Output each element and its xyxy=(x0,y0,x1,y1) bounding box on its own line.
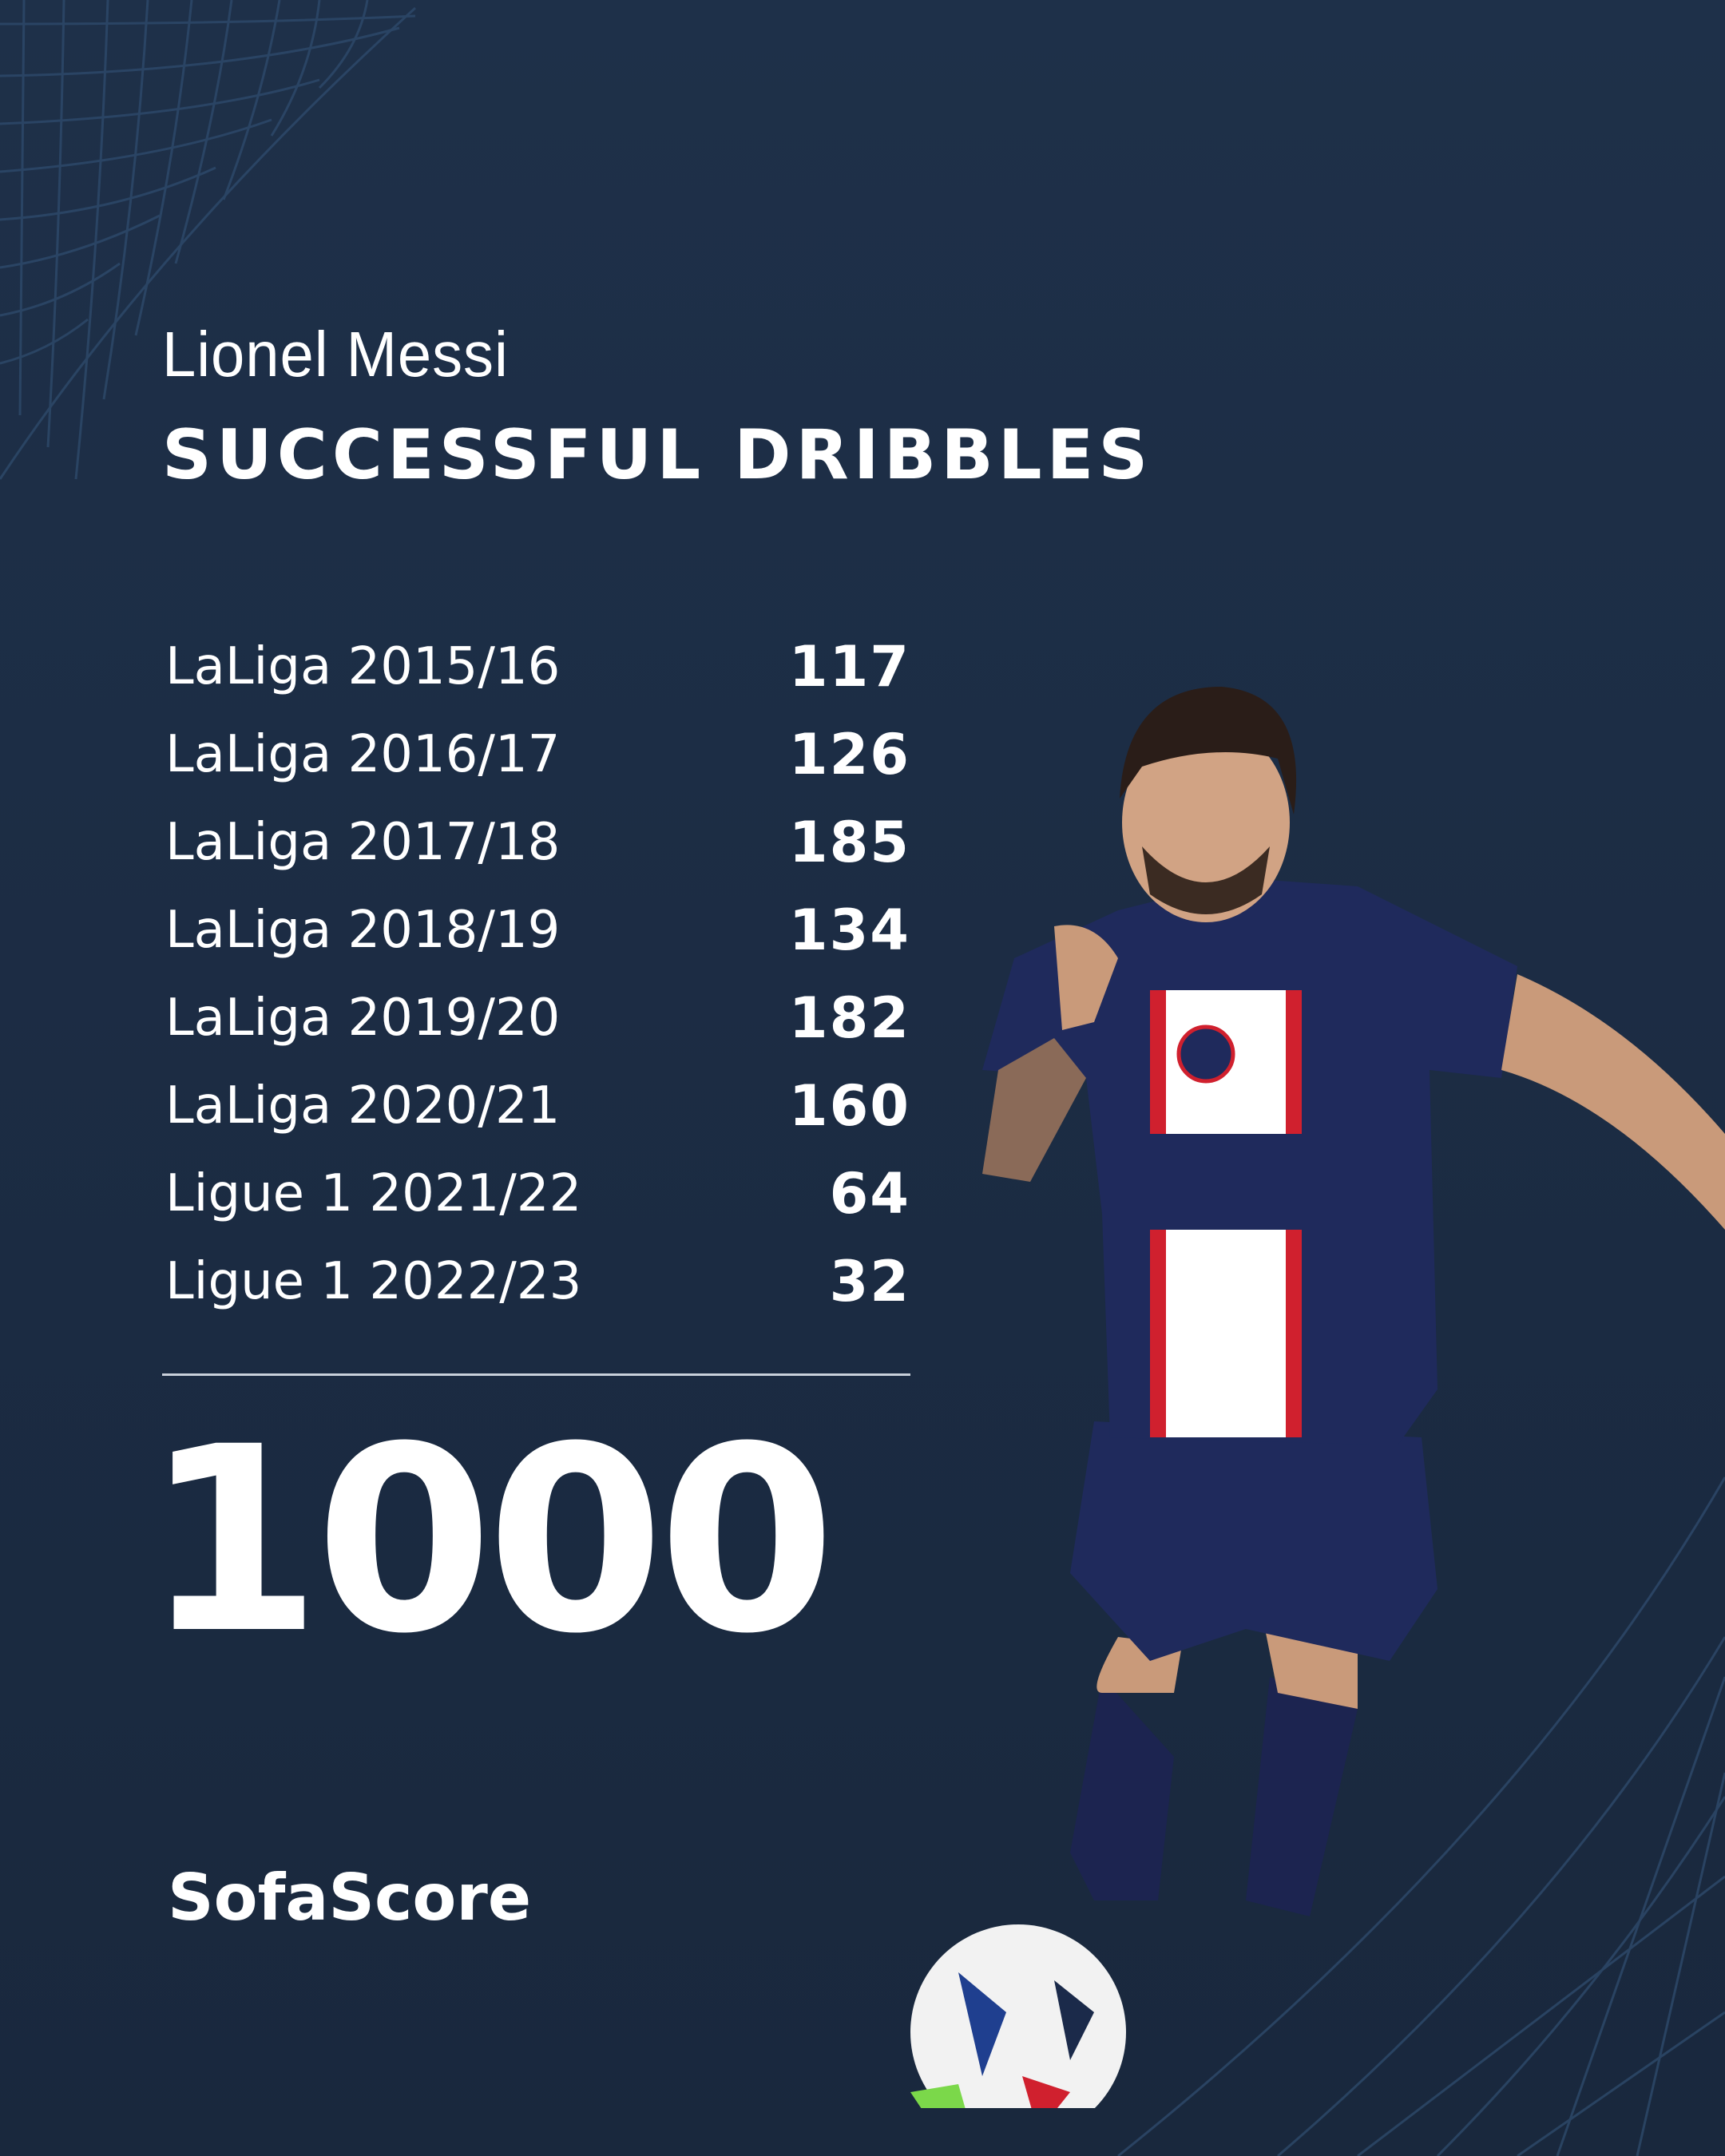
stat-row: LaLiga 2018/19 134 xyxy=(165,886,910,974)
season-label: LaLiga 2016/17 xyxy=(165,725,561,784)
season-value: 182 xyxy=(788,985,910,1051)
stat-row: LaLiga 2020/21 160 xyxy=(165,1062,910,1150)
stat-title: SUCCESSFUL DRIBBLES xyxy=(162,415,1153,495)
season-value: 117 xyxy=(788,634,910,700)
season-stats-list: LaLiga 2015/16 117 LaLiga 2016/17 126 LaLi… xyxy=(165,623,910,1326)
season-value: 64 xyxy=(829,1161,910,1227)
player-photo xyxy=(910,687,1725,2108)
season-value: 134 xyxy=(788,898,910,963)
stat-row: LaLiga 2016/17 126 xyxy=(165,711,910,799)
season-label: LaLiga 2015/16 xyxy=(165,637,561,696)
total-value: 1000 xyxy=(144,1393,836,1690)
player-name: Lionel Messi xyxy=(162,319,509,390)
season-label: LaLiga 2018/19 xyxy=(165,901,561,960)
season-value: 32 xyxy=(829,1249,910,1314)
stat-row: LaLiga 2015/16 117 xyxy=(165,623,910,711)
season-label: Ligue 1 2021/22 xyxy=(165,1164,582,1223)
season-label: LaLiga 2019/20 xyxy=(165,989,561,1048)
stat-row: Ligue 1 2022/23 32 xyxy=(165,1238,910,1326)
season-label: LaLiga 2020/21 xyxy=(165,1076,561,1135)
stat-row: LaLiga 2017/18 185 xyxy=(165,799,910,886)
sofascore-logo: SofaScore xyxy=(168,1861,532,1935)
season-value: 126 xyxy=(788,722,910,787)
stat-row: LaLiga 2019/20 182 xyxy=(165,974,910,1062)
season-label: Ligue 1 2022/23 xyxy=(165,1252,582,1311)
season-value: 185 xyxy=(788,810,910,875)
season-label: LaLiga 2017/18 xyxy=(165,813,561,872)
divider xyxy=(162,1373,910,1376)
stat-row: Ligue 1 2021/22 64 xyxy=(165,1150,910,1238)
season-value: 160 xyxy=(788,1073,910,1139)
